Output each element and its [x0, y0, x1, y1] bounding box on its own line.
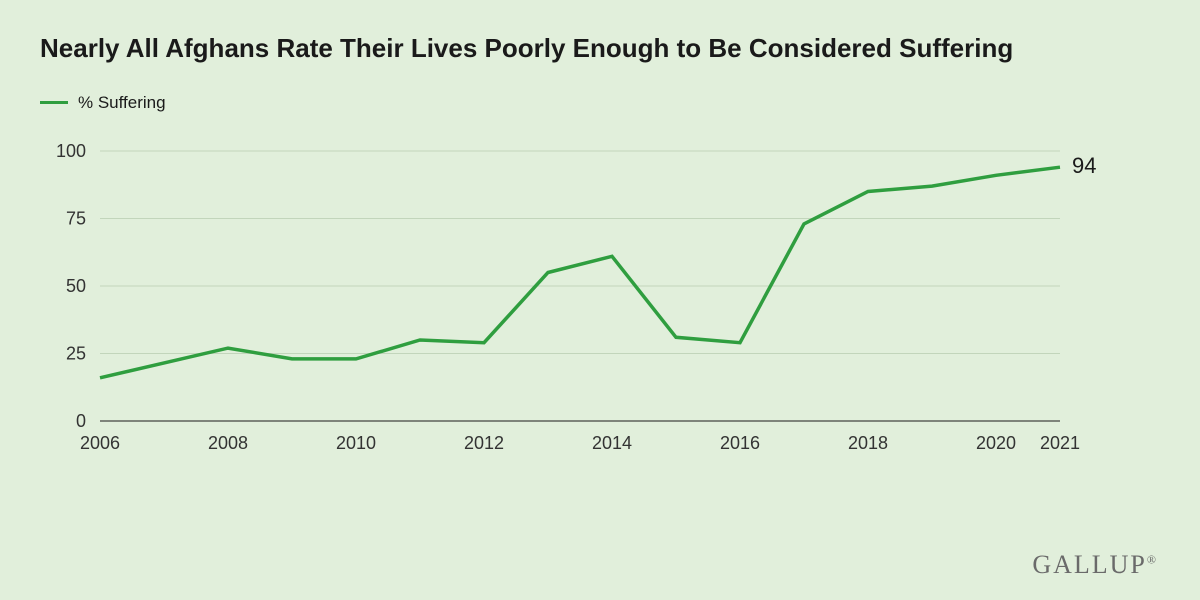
legend-label: % Suffering [78, 93, 166, 113]
chart-title: Nearly All Afghans Rate Their Lives Poor… [40, 32, 1040, 65]
registered-icon: ® [1147, 552, 1158, 566]
x-tick-label: 2020 [976, 433, 1016, 453]
x-tick-label: 2006 [80, 433, 120, 453]
chart-container: Nearly All Afghans Rate Their Lives Poor… [0, 0, 1200, 600]
y-tick-label: 0 [76, 411, 86, 431]
x-tick-label: 2012 [464, 433, 504, 453]
x-tick-label: 2010 [336, 433, 376, 453]
chart-area: 0 25 50 75 100 2006 2008 2010 2012 2014 2016 2018 20… [40, 141, 1160, 581]
y-tick-label: 75 [66, 208, 86, 228]
brand-logo: GALLUP® [1032, 550, 1158, 580]
legend-swatch [40, 101, 68, 104]
x-tick-label: 2021 [1040, 433, 1080, 453]
y-tick-label: 100 [56, 141, 86, 161]
y-tick-label: 25 [66, 343, 86, 363]
x-tick-label: 2008 [208, 433, 248, 453]
end-value-label: 94 [1072, 153, 1096, 178]
y-tick-label: 50 [66, 276, 86, 296]
chart-svg: 0 25 50 75 100 2006 2008 2010 2012 2014 2016 2018 20… [40, 141, 1140, 471]
x-tick-label: 2018 [848, 433, 888, 453]
series-line [100, 167, 1060, 378]
legend: % Suffering [40, 93, 1160, 113]
x-tick-label: 2016 [720, 433, 760, 453]
x-tick-label: 2014 [592, 433, 632, 453]
